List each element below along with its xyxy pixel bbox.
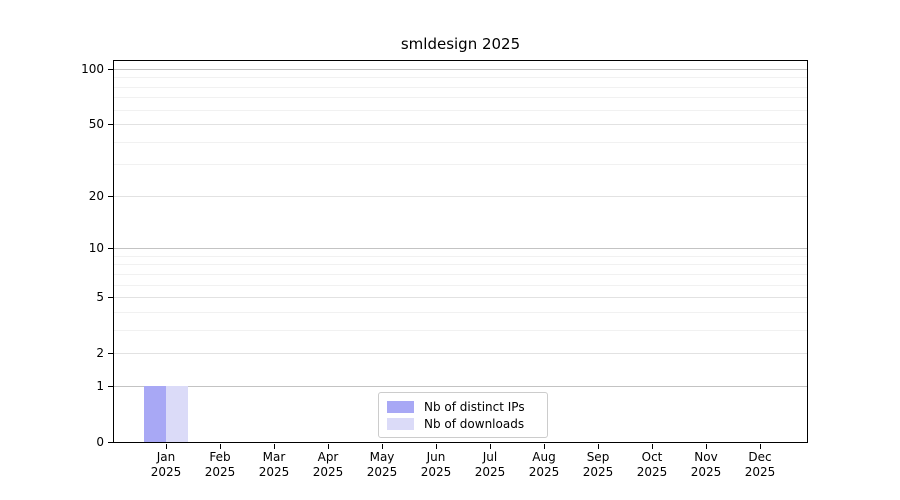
x-tick-year: 2025: [420, 465, 452, 479]
y-tick-mark: [108, 442, 113, 443]
major-gridline: [114, 386, 807, 387]
x-tick-year: 2025: [258, 465, 290, 479]
y-axis-tick-label: 20: [88, 189, 104, 203]
y-tick-mark: [108, 196, 113, 197]
minor-gridline: [114, 142, 807, 143]
x-axis-tick-label: Jun 2025: [409, 450, 463, 480]
chart-title: smldesign 2025: [400, 35, 521, 53]
minor-gridline: [114, 87, 807, 88]
x-tick-mark: [706, 444, 707, 449]
legend-item-distinct-ips: Nb of distinct IPs: [387, 398, 538, 415]
x-tick-mark: [598, 444, 599, 449]
x-tick-month: Aug: [532, 450, 556, 464]
x-tick-mark: [490, 444, 491, 449]
y-axis-tick-label: 2: [96, 346, 104, 360]
mid-gridline: [114, 297, 807, 298]
legend-swatch-downloads: [387, 417, 414, 430]
x-tick-month: Oct: [641, 450, 663, 464]
x-tick-mark: [220, 444, 221, 449]
x-axis-tick-label: May 2025: [355, 450, 409, 480]
x-tick-month: Jul: [482, 450, 498, 464]
minor-gridline: [114, 164, 807, 165]
x-tick-month: Jan: [156, 450, 176, 464]
x-axis-tick-label: Feb 2025: [193, 450, 247, 480]
mid-gridline: [114, 124, 807, 125]
x-axis-tick-label: Aug 2025: [517, 450, 571, 480]
y-axis-tick-label: 10: [88, 241, 104, 255]
x-tick-month: Nov: [694, 450, 718, 464]
x-tick-month: Dec: [748, 450, 772, 464]
x-axis-tick-label: Jul 2025: [463, 450, 517, 480]
x-axis-tick-label: Apr 2025: [301, 450, 355, 480]
x-tick-mark: [436, 444, 437, 449]
major-gridline: [114, 248, 807, 249]
bar-distinct-ips: [144, 386, 166, 442]
x-tick-year: 2025: [582, 465, 614, 479]
y-axis-tick-label: 1: [96, 379, 104, 393]
bar-downloads: [166, 386, 188, 442]
mid-gridline: [114, 196, 807, 197]
x-tick-mark: [382, 444, 383, 449]
y-tick-mark: [108, 69, 113, 70]
x-tick-month: Jun: [426, 450, 446, 464]
x-axis-tick-label: Dec 2025: [733, 450, 787, 480]
minor-gridline: [114, 110, 807, 111]
legend: Nb of distinct IPs Nb of downloads: [378, 392, 548, 438]
minor-gridline: [114, 312, 807, 313]
x-tick-mark: [328, 444, 329, 449]
x-tick-month: Mar: [262, 450, 286, 464]
x-axis-tick-label: Mar 2025: [247, 450, 301, 480]
x-tick-month: May: [369, 450, 395, 464]
minor-gridline: [114, 97, 807, 98]
x-axis-tick-label: Oct 2025: [625, 450, 679, 480]
x-tick-year: 2025: [150, 465, 182, 479]
y-tick-mark: [108, 248, 113, 249]
mid-gridline: [114, 353, 807, 354]
x-tick-mark: [544, 444, 545, 449]
x-tick-year: 2025: [690, 465, 722, 479]
legend-label-downloads: Nb of downloads: [424, 416, 525, 431]
major-gridline: [114, 69, 807, 70]
y-tick-mark: [108, 124, 113, 125]
x-tick-mark: [760, 444, 761, 449]
x-axis-tick-label: Sep 2025: [571, 450, 625, 480]
y-axis-tick-label: 100: [81, 62, 104, 76]
x-tick-mark: [652, 444, 653, 449]
minor-gridline: [114, 256, 807, 257]
y-tick-mark: [108, 386, 113, 387]
legend-label-distinct-ips: Nb of distinct IPs: [424, 399, 525, 414]
y-axis-tick-label: 0: [96, 435, 104, 449]
x-tick-year: 2025: [744, 465, 776, 479]
minor-gridline: [114, 77, 807, 78]
y-axis-tick-label: 5: [96, 290, 104, 304]
y-tick-mark: [108, 353, 113, 354]
x-tick-year: 2025: [474, 465, 506, 479]
minor-gridline: [114, 274, 807, 275]
x-tick-year: 2025: [312, 465, 344, 479]
x-tick-mark: [274, 444, 275, 449]
x-tick-year: 2025: [636, 465, 668, 479]
x-tick-year: 2025: [366, 465, 398, 479]
y-axis-tick-label: 50: [88, 117, 104, 131]
plot-area: [113, 60, 808, 443]
x-tick-month: Feb: [209, 450, 231, 464]
y-tick-mark: [108, 297, 113, 298]
x-tick-month: Apr: [317, 450, 339, 464]
x-axis-tick-label: Nov 2025: [679, 450, 733, 480]
x-tick-mark: [166, 444, 167, 449]
x-tick-year: 2025: [528, 465, 560, 479]
x-axis-tick-label: Jan 2025: [139, 450, 193, 480]
legend-item-downloads: Nb of downloads: [387, 415, 538, 432]
minor-gridline: [114, 264, 807, 265]
minor-gridline: [114, 285, 807, 286]
x-tick-month: Sep: [586, 450, 610, 464]
legend-swatch-distinct-ips: [387, 400, 414, 413]
x-tick-year: 2025: [204, 465, 236, 479]
minor-gridline: [114, 330, 807, 331]
